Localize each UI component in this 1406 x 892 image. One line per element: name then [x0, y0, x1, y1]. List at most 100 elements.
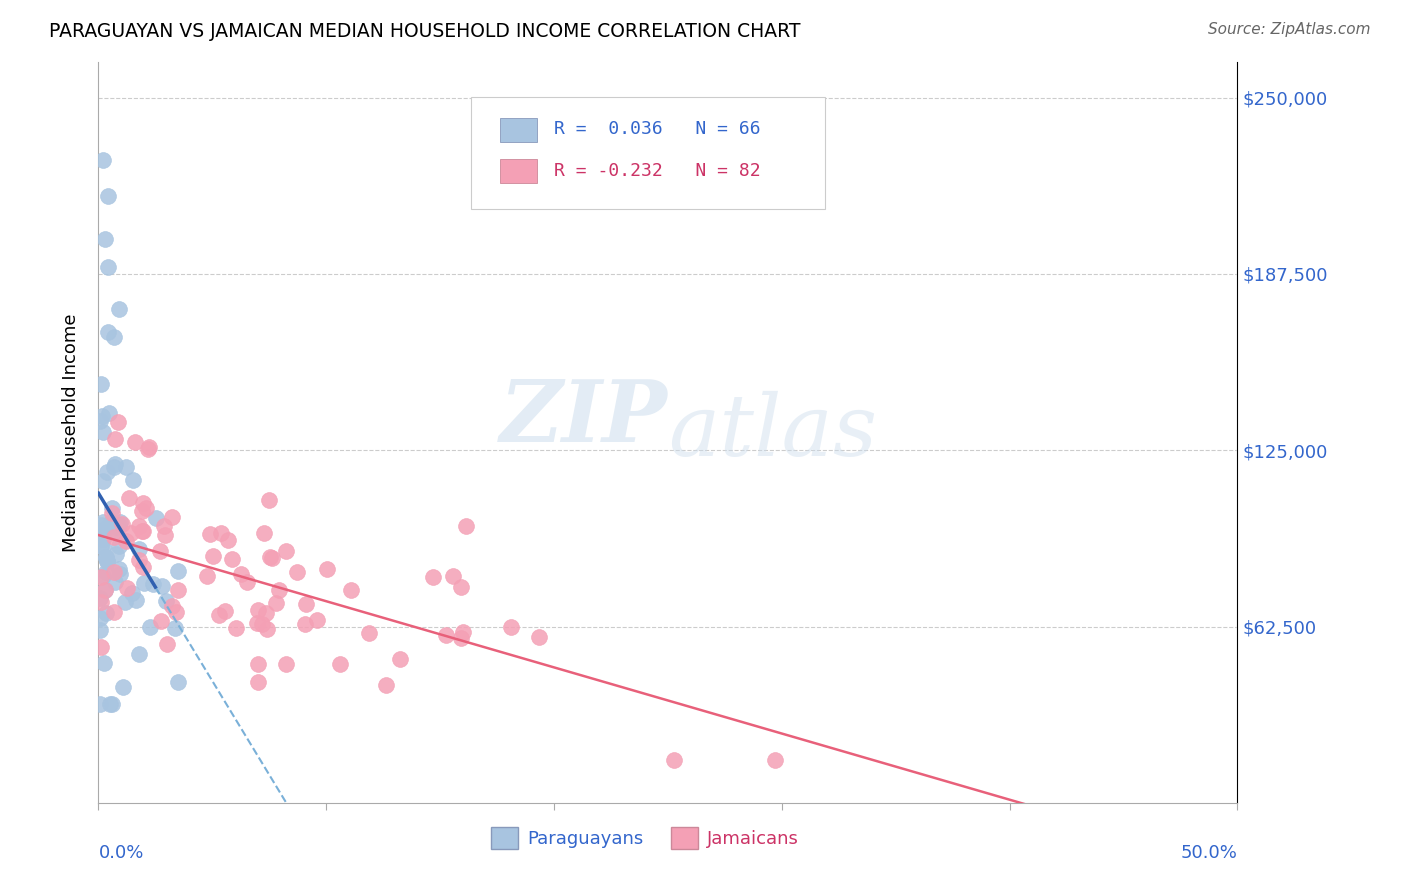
Text: 50.0%: 50.0%: [1181, 844, 1237, 862]
Point: [94, 582, 117, 597]
Point: [160, 509, 183, 524]
Point: [153, 528, 176, 542]
Point: [763, 754, 786, 768]
Point: [165, 621, 187, 635]
Point: [128, 542, 150, 557]
Point: [131, 524, 153, 538]
Point: [134, 575, 156, 590]
Point: [115, 581, 138, 595]
Point: [214, 605, 236, 619]
Point: [98, 697, 121, 711]
Point: [167, 675, 190, 690]
Point: [90, 595, 112, 609]
Point: [103, 530, 125, 544]
Point: [121, 585, 143, 599]
Point: [94, 232, 117, 246]
Point: [97, 406, 120, 420]
Point: [108, 302, 131, 317]
Point: [101, 506, 124, 520]
Point: [111, 516, 134, 531]
Point: [131, 504, 153, 518]
Text: ZIP: ZIP: [501, 376, 668, 459]
Point: [259, 493, 281, 508]
Point: [89, 414, 111, 428]
Point: [198, 527, 221, 541]
Text: R = -0.232   N = 82: R = -0.232 N = 82: [554, 162, 761, 180]
Point: [91, 153, 114, 167]
Point: [252, 526, 274, 541]
Point: [259, 550, 281, 565]
Point: [105, 520, 128, 534]
Point: [307, 613, 329, 627]
Point: [316, 562, 339, 576]
Point: [112, 680, 135, 694]
Point: [101, 697, 124, 711]
Point: [285, 565, 308, 579]
Point: [90, 377, 112, 392]
Point: [131, 560, 153, 574]
Point: [103, 565, 125, 579]
Point: [250, 617, 273, 632]
Point: [225, 621, 247, 635]
Point: [434, 628, 457, 642]
Point: [295, 597, 318, 611]
Point: [107, 415, 129, 429]
Point: [100, 515, 122, 529]
Point: [90, 539, 112, 553]
Point: [165, 605, 187, 619]
Point: [124, 434, 146, 449]
Point: [276, 544, 298, 558]
Point: [96, 606, 118, 620]
Point: [201, 549, 224, 564]
Point: [294, 616, 316, 631]
Point: [90, 409, 112, 423]
Point: [89, 624, 111, 638]
Point: [456, 519, 478, 533]
Point: [91, 568, 114, 582]
Point: [97, 326, 120, 340]
Y-axis label: Median Household Income: Median Household Income: [62, 313, 80, 552]
Point: [89, 591, 111, 605]
Point: [246, 615, 269, 630]
Point: [90, 640, 112, 654]
Point: [93, 656, 115, 670]
Point: [138, 620, 160, 634]
Point: [389, 651, 412, 665]
Point: [108, 515, 131, 529]
Point: [94, 582, 117, 597]
Point: [93, 540, 115, 554]
Point: [149, 544, 172, 558]
Point: [136, 442, 159, 456]
Point: [108, 517, 131, 532]
Point: [96, 554, 118, 568]
Point: [125, 593, 148, 607]
Point: [256, 623, 278, 637]
Point: [145, 511, 167, 525]
Point: [90, 570, 112, 584]
Point: [96, 521, 118, 535]
Point: [451, 624, 474, 639]
Point: [104, 432, 127, 446]
Point: [221, 552, 243, 566]
Point: [104, 574, 127, 589]
Point: [499, 620, 522, 634]
Point: [90, 517, 112, 532]
Point: [167, 582, 190, 597]
Point: [108, 567, 131, 582]
Point: [359, 626, 381, 640]
Point: [209, 526, 232, 541]
Text: PARAGUAYAN VS JAMAICAN MEDIAN HOUSEHOLD INCOME CORRELATION CHART: PARAGUAYAN VS JAMAICAN MEDIAN HOUSEHOLD …: [49, 22, 800, 41]
Point: [135, 500, 157, 515]
Bar: [501, 160, 537, 183]
Point: [91, 475, 114, 489]
Point: [103, 605, 125, 619]
Point: [160, 599, 183, 614]
Point: [150, 615, 173, 629]
Point: [96, 189, 118, 203]
Point: [450, 631, 472, 645]
Point: [128, 648, 150, 662]
Point: [246, 657, 269, 671]
Point: [122, 474, 145, 488]
Text: R =  0.036   N = 66: R = 0.036 N = 66: [554, 120, 761, 138]
Point: [115, 459, 138, 474]
